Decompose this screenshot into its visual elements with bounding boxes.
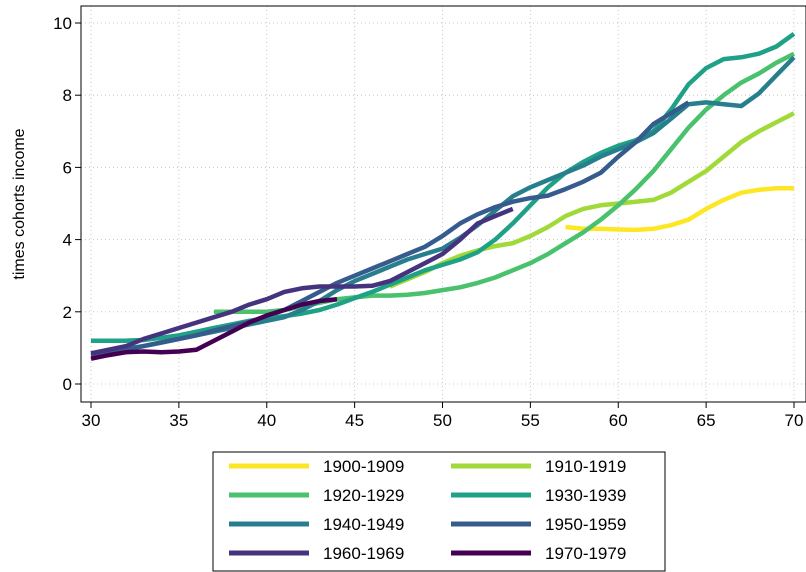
legend-label: 1970-1979 bbox=[545, 544, 626, 563]
axes: 30 35 40 45 50 55 60 65 70 0 2 4 6 8 10 bbox=[53, 5, 806, 430]
legend-label: 1950-1959 bbox=[545, 515, 626, 534]
y-tick-label: 10 bbox=[53, 14, 72, 33]
y-tick-label: 6 bbox=[63, 158, 72, 177]
x-tick-label: 65 bbox=[697, 411, 716, 430]
series-line-1900-1909 bbox=[565, 186, 794, 233]
gridlines bbox=[81, 6, 806, 402]
series-lines bbox=[90, 31, 796, 361]
x-tick-label: 70 bbox=[785, 411, 804, 430]
legend-label: 1960-1969 bbox=[323, 544, 404, 563]
legend-label: 1920-1929 bbox=[323, 486, 404, 505]
legend-label: 1940-1949 bbox=[323, 515, 404, 534]
series-line-1930-1939 bbox=[91, 31, 796, 343]
legend-label: 1930-1939 bbox=[545, 486, 626, 505]
series-line-1950-1959 bbox=[90, 100, 690, 358]
x-tick-label: 35 bbox=[169, 411, 188, 430]
y-tick-label: 4 bbox=[63, 231, 72, 250]
series-line-1960-1969 bbox=[90, 206, 514, 356]
x-tick-label: 30 bbox=[82, 411, 101, 430]
legend-label: 1900-1909 bbox=[323, 457, 404, 476]
y-tick-label: 2 bbox=[63, 303, 72, 322]
x-tick-label: 50 bbox=[433, 411, 452, 430]
y-tick-label: 0 bbox=[63, 375, 72, 394]
x-tick-label: 40 bbox=[257, 411, 276, 430]
y-axis-title: times cohorts income bbox=[11, 128, 28, 279]
legend: 1900-1909 1910-1919 1920-1929 1930-1939 1940… bbox=[212, 451, 666, 572]
y-tick-label: 8 bbox=[63, 86, 72, 105]
x-tick-label: 55 bbox=[521, 411, 540, 430]
x-tick-label: 60 bbox=[609, 411, 628, 430]
series-line-1910-1919 bbox=[388, 111, 796, 289]
plot-frame bbox=[80, 5, 806, 403]
legend-label: 1910-1919 bbox=[545, 457, 626, 476]
series-line-1970-1979 bbox=[90, 296, 338, 361]
x-tick-label: 45 bbox=[345, 411, 364, 430]
